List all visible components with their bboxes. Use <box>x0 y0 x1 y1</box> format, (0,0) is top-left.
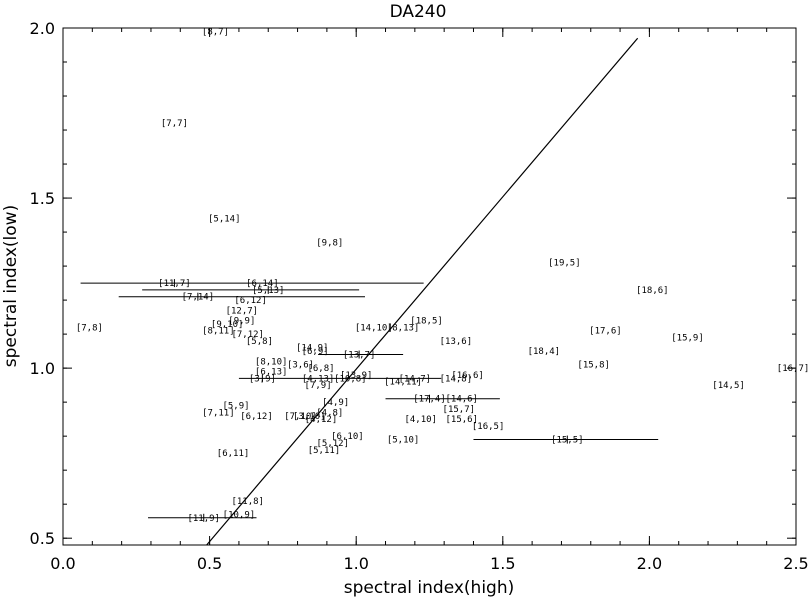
point-label: [10,9] <box>223 510 256 520</box>
point-label: [6,12] <box>240 412 273 422</box>
point-label: [17,6] <box>589 327 622 337</box>
reference-line <box>206 37 639 546</box>
axis-ticks: 0.0 0.5 1.0 1.5 2.0 2.5 0.5 1.0 1.5 2.0 <box>30 19 809 573</box>
point-label: [6,12] <box>234 296 267 306</box>
point-label: [3,6] <box>287 361 314 371</box>
x-tick-label: 2.0 <box>637 554 662 573</box>
point-label: [18,4] <box>528 347 561 357</box>
point-label: [7,8] <box>76 323 103 333</box>
point-label: [7,14] <box>182 293 215 303</box>
y-tick-label: 0.5 <box>30 529 55 548</box>
point-label: [14,6] <box>445 395 478 405</box>
point-label: [5,8] <box>246 337 273 347</box>
error-bars <box>80 279 659 522</box>
point-label: [19,5] <box>548 259 581 269</box>
x-tick-label: 0.0 <box>50 554 75 573</box>
point-label: [6,13] <box>255 368 288 378</box>
y-axis-label: spectral index(low) <box>1 205 21 367</box>
point-label: [6,9] <box>302 347 329 357</box>
x-axis-label: spectral index(high) <box>344 578 515 598</box>
point-label: [6,11] <box>217 449 250 459</box>
y-tick-label: 2.0 <box>30 19 55 38</box>
point-label: [4,12] <box>305 415 338 425</box>
point-label: [15,9] <box>671 334 704 344</box>
point-label: [7,11] <box>202 408 235 418</box>
point-label: [16,6] <box>451 371 484 381</box>
point-label: [5,13] <box>252 286 285 296</box>
point-label: [16,7] <box>777 364 809 374</box>
point-label: [15,6] <box>445 415 478 425</box>
plot-frame <box>62 27 797 546</box>
point-label: [11,7] <box>158 279 191 289</box>
point-label: [15,7] <box>443 405 476 415</box>
x-tick-label: 0.5 <box>197 554 222 573</box>
point-label: [8,10] <box>255 357 288 367</box>
point-label: [9,8] <box>316 238 343 248</box>
point-label: [5,9] <box>222 402 249 412</box>
point-label: [13,7] <box>343 351 376 361</box>
point-label: [5,14] <box>208 214 241 224</box>
point-label: [14,8] <box>440 374 473 384</box>
point-label: [13,6] <box>440 337 473 347</box>
point-label: [6,8] <box>307 364 334 374</box>
point-label: [16,5] <box>472 422 505 432</box>
point-label: [18,5] <box>410 317 443 327</box>
x-tick-label: 2.5 <box>783 554 808 573</box>
point-label: [6,14] <box>246 279 279 289</box>
point-label: [10,8] <box>334 374 367 384</box>
x-tick-label: 1.0 <box>343 554 368 573</box>
point-label: [4,8] <box>316 408 343 418</box>
y-tick-label: 1.0 <box>30 359 55 378</box>
point-label: [14,10] <box>355 323 393 333</box>
point-label: [5,11] <box>308 446 341 456</box>
point-label: [9,10] <box>211 320 244 330</box>
point-label: [11,8] <box>231 497 264 507</box>
chart-title: DA240 <box>390 2 447 22</box>
point-label: [6,10] <box>331 432 364 442</box>
y-tick-label: 1.5 <box>30 189 55 208</box>
point-label: [15,8] <box>577 361 610 371</box>
point-label: [15,5] <box>551 436 584 446</box>
point-label: [11,9] <box>187 514 220 524</box>
point-label: [14,5] <box>712 381 745 391</box>
point-label: [14,7] <box>399 374 432 384</box>
point-label: [3,10] <box>293 412 326 422</box>
point-label: [4,13] <box>302 374 335 384</box>
point-label: [8,7] <box>202 27 229 37</box>
point-label: [3,9] <box>249 374 276 384</box>
point-label: [4,9] <box>322 398 349 408</box>
point-label: [7,10] <box>284 412 317 422</box>
point-label: [4,10] <box>404 415 437 425</box>
point-label: [14,9] <box>296 344 329 354</box>
point-label: [9,9] <box>228 317 255 327</box>
point-label: [14,11] <box>384 378 422 388</box>
point-label: [5,12] <box>316 439 349 449</box>
point-label: [8,11] <box>202 327 235 337</box>
point-label: [5,10] <box>387 436 420 446</box>
point-label: [7,12] <box>231 330 264 340</box>
x-tick-label: 1.5 <box>490 554 515 573</box>
point-label: [7,9] <box>305 381 332 391</box>
point-label: [18,6] <box>636 286 669 296</box>
point-label: [8,13] <box>387 323 420 333</box>
point-label: [7,7] <box>161 119 188 129</box>
point-label: [12,7] <box>226 306 259 316</box>
point-labels: [8,7] [7,7] [5,14] [9,8] [11,7] [6,14] [7,14] [… <box>76 27 809 523</box>
point-label: [13,9] <box>340 371 373 381</box>
point-label: [17,4] <box>413 395 446 405</box>
